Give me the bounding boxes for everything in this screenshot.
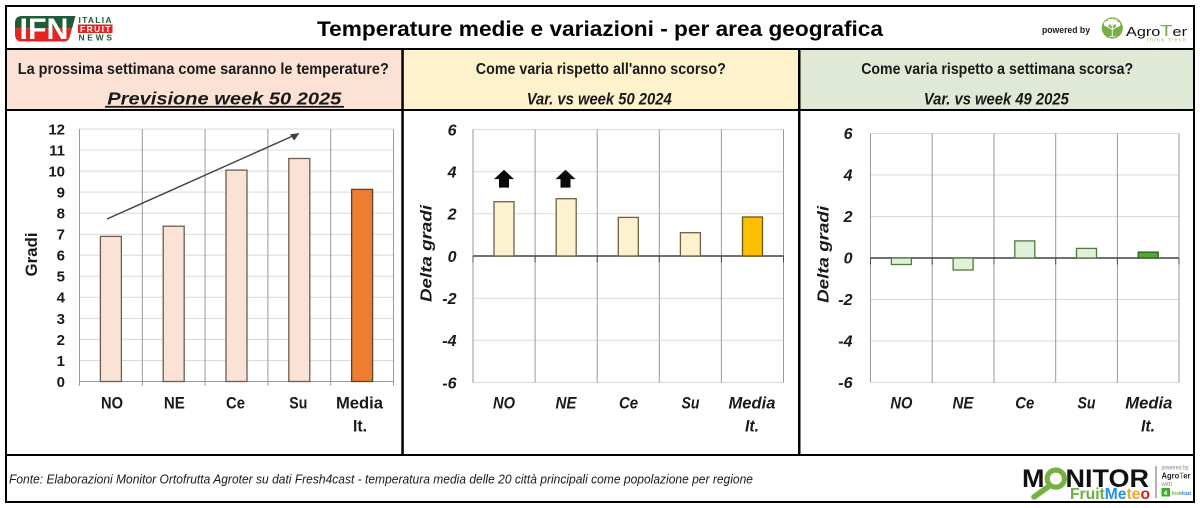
svg-text:Media: Media [729,394,776,413]
svg-text:4: 4 [447,165,457,182]
svg-text:5: 5 [57,269,65,286]
svg-text:4: 4 [57,290,66,307]
svg-text:-4: -4 [442,333,456,350]
svg-text:-2: -2 [838,292,852,309]
svg-text:think fresh: think fresh [1147,37,1186,43]
svg-text:Su: Su [682,394,701,413]
svg-text:Delta gradi: Delta gradi [815,205,832,303]
svg-text:NEWS: NEWS [79,33,113,43]
svg-text:Delta gradi: Delta gradi [419,204,436,302]
svg-text:NO: NO [890,394,912,413]
svg-text:Var. vs week 50 2024: Var. vs week 50 2024 [527,91,672,109]
svg-text:-4: -4 [838,333,852,350]
svg-text:La prossima settimana come sar: La prossima settimana come saranno le te… [18,61,389,78]
svg-text:NE: NE [953,394,975,413]
svg-text:Come varia rispetto all'anno s: Come varia rispetto all'anno scorso? [476,61,726,78]
svg-text:10: 10 [48,164,65,181]
svg-text:-6: -6 [838,375,852,392]
svg-text:6: 6 [57,248,65,265]
svg-text:NO: NO [493,394,515,413]
svg-text:Gradi: Gradi [22,233,41,277]
svg-text:Var. vs week 49 2025: Var. vs week 49 2025 [924,91,1070,109]
svg-text:Media: Media [336,394,384,413]
svg-text:It.: It. [353,417,367,436]
svg-text:11: 11 [49,142,65,159]
svg-text:12: 12 [48,121,65,138]
svg-text:-2: -2 [442,291,456,308]
svg-text:6: 6 [844,126,853,143]
svg-text:with: with [1161,482,1173,488]
svg-text:Su: Su [1078,394,1097,413]
svg-text:3: 3 [57,311,65,328]
svg-text:Ce: Ce [1015,394,1034,413]
svg-text:FRUIT: FRUIT [80,24,111,34]
svg-text:Media: Media [1125,394,1172,413]
svg-text:4: 4 [843,167,853,184]
svg-text:9: 9 [57,185,65,202]
svg-text:FruitMeteo: FruitMeteo [1070,486,1150,503]
svg-text:Ce: Ce [619,394,638,413]
svg-text:-6: -6 [442,375,456,392]
svg-text:powered by: powered by [1042,25,1090,35]
svg-text:NO: NO [101,394,123,413]
svg-text:0: 0 [844,250,853,267]
svg-text:powered by: powered by [1162,466,1189,472]
svg-text:Fonte: Elaborazioni Monitor Or: Fonte: Elaborazioni Monitor Ortofrutta A… [9,473,753,487]
svg-text:1: 1 [57,353,65,370]
svg-text:0: 0 [57,374,65,391]
svg-text:Temperature medie e variazioni: Temperature medie e variazioni - per are… [317,17,884,41]
svg-text:fresh4cast: fresh4cast [1172,491,1191,497]
svg-text:IFN: IFN [20,13,69,46]
svg-text:4: 4 [1164,490,1168,497]
svg-text:Previsione week 50 2025: Previsione week 50 2025 [107,89,341,109]
svg-text:Come varia rispetto a settiman: Come varia rispetto a settimana scorsa? [861,61,1133,78]
svg-text:ITALIA: ITALIA [79,15,112,25]
svg-text:0: 0 [448,249,457,266]
svg-text:It.: It. [745,417,759,436]
svg-text:7: 7 [57,227,65,244]
svg-text:6: 6 [448,122,457,139]
svg-text:AgroTer: AgroTer [1126,23,1188,40]
svg-text:NE: NE [164,394,185,413]
svg-text:NE: NE [556,394,578,413]
svg-text:2: 2 [447,207,457,224]
svg-text:Su: Su [289,394,307,413]
svg-text:Ce: Ce [226,394,245,413]
svg-text:It.: It. [1141,417,1155,436]
svg-text:2: 2 [843,209,853,226]
svg-text:2: 2 [57,332,65,349]
svg-text:AgroTer: AgroTer [1162,471,1192,481]
svg-text:8: 8 [57,206,65,223]
